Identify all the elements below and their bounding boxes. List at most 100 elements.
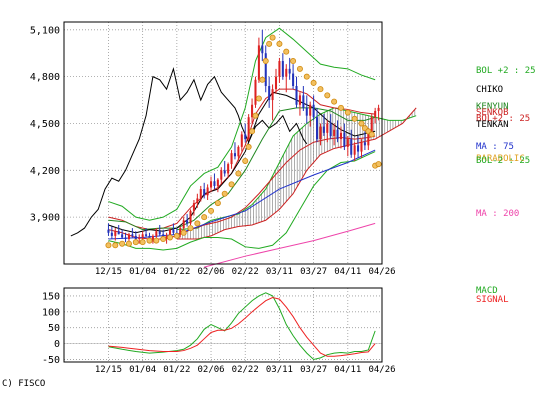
- parabolic-dot: [331, 98, 338, 105]
- candle-body: [141, 234, 144, 238]
- candle-body: [254, 79, 257, 105]
- y-tick-label: 5,100: [30, 25, 60, 36]
- candle-body: [285, 68, 288, 77]
- y-tick-label: 4,500: [30, 119, 60, 130]
- x-tick-label: 01/04: [129, 267, 156, 277]
- candle-body: [274, 76, 278, 90]
- y-tick-label: 3,900: [30, 213, 60, 224]
- candle-body: [213, 181, 216, 186]
- macd-x-axis: 12/15 01/04 01/22 02/06 02/22 03/11 03/27 04/11…: [95, 365, 396, 375]
- candle-body: [131, 234, 134, 236]
- price-panel: 3,900 4,200 4,500 4,800 5,100 12/15 01/04 01/2…: [30, 21, 536, 277]
- series-line-tenkan: [108, 91, 376, 234]
- x-tick-label: 01/22: [163, 267, 190, 277]
- series-line-bol-2-25: [108, 27, 376, 221]
- candle-body: [295, 86, 298, 105]
- parabolic-dot: [276, 40, 283, 47]
- parabolic-dot: [242, 157, 249, 164]
- legend-ma-200: MA : 200: [476, 209, 519, 219]
- candle-body: [206, 187, 209, 196]
- candle-body: [316, 117, 319, 140]
- parabolic-sar-dots: [105, 34, 382, 249]
- parabolic-dot: [187, 225, 194, 232]
- x-tick-label: 03/11: [266, 365, 293, 375]
- parabolic-dot: [214, 200, 221, 207]
- candle-body: [216, 179, 219, 186]
- parabolic-dot: [290, 58, 297, 65]
- candle-body: [189, 210, 192, 224]
- candle-body: [326, 123, 329, 133]
- parabolic-dot: [351, 115, 358, 122]
- candlesticks: [107, 29, 380, 244]
- candle-body: [210, 181, 213, 188]
- candle-body: [138, 237, 141, 240]
- legend-signal: SIGNAL: [476, 295, 509, 305]
- legend-chiko: CHIKO: [476, 85, 503, 95]
- candle-body: [179, 228, 182, 235]
- parabolic-dot: [119, 240, 126, 247]
- parabolic-dot: [235, 170, 242, 177]
- candle-body: [196, 198, 199, 204]
- legend-bol-2-25: BOL+2 : 25: [476, 114, 530, 124]
- legend-tenkan: TENKAN: [476, 120, 509, 130]
- parabolic-dot: [269, 34, 276, 41]
- candle-body: [350, 139, 353, 155]
- price-indicator-lines: [70, 27, 376, 268]
- parabolic-dot: [166, 234, 173, 241]
- candle-body: [257, 45, 260, 80]
- parabolic-dot: [112, 242, 119, 249]
- parabolic-dot: [310, 79, 317, 86]
- candle-body: [186, 220, 189, 224]
- macd-y-axis: -50 0 50 100 150: [42, 291, 60, 366]
- x-tick-label: 03/27: [300, 365, 327, 375]
- parabolic-dot: [245, 143, 252, 150]
- candle-body: [165, 235, 168, 240]
- parabolic-dot: [259, 76, 266, 83]
- series-line-signal: [108, 297, 376, 357]
- parabolic-dot: [324, 92, 331, 99]
- parabolic-dot: [194, 220, 201, 227]
- copyright-text: C) FISCO: [2, 379, 45, 389]
- candle-body: [110, 232, 113, 236]
- candle-body: [271, 89, 274, 101]
- candle-body: [264, 53, 267, 87]
- macd-grid: [64, 288, 383, 362]
- x-tick-label: 04/11: [334, 365, 361, 375]
- legend-ma-75: MA : 75: [476, 142, 514, 152]
- candle-body: [268, 86, 271, 101]
- x-tick-label: 02/22: [232, 267, 259, 277]
- candle-body: [151, 235, 154, 241]
- parabolic-dot: [173, 232, 180, 239]
- candle-body: [247, 117, 250, 140]
- candle-body: [343, 132, 346, 147]
- candle-body: [298, 95, 301, 105]
- candle-body: [322, 126, 325, 133]
- parabolic-dot: [255, 95, 262, 102]
- candle-body: [199, 189, 202, 199]
- candle-body: [370, 117, 373, 132]
- candle-body: [360, 142, 363, 152]
- legend-parabolic: PARABOLIC: [476, 154, 525, 164]
- candle-body: [278, 61, 281, 77]
- x-tick-label: 12/15: [95, 365, 122, 375]
- parabolic-dot: [283, 48, 290, 55]
- candle-body: [223, 170, 226, 174]
- candle-body: [305, 107, 308, 116]
- x-tick-label: 01/22: [163, 365, 190, 375]
- candle-body: [227, 164, 230, 174]
- candle-body: [329, 123, 332, 136]
- candle-body: [182, 220, 185, 229]
- candle-body: [244, 134, 247, 140]
- candle-body: [240, 134, 243, 147]
- candle-body: [114, 231, 117, 236]
- price-x-axis: 12/15 01/04 01/22 02/06 02/22 03/11 03/27 04/11…: [95, 267, 396, 277]
- parabolic-dot: [252, 112, 259, 119]
- x-tick-label: 04/11: [334, 267, 361, 277]
- parabolic-dot: [125, 240, 132, 247]
- series-line-ma-75: [108, 149, 376, 240]
- candle-body: [251, 104, 254, 118]
- parabolic-dot: [296, 65, 303, 72]
- parabolic-dot: [208, 207, 215, 214]
- parabolic-dot: [146, 237, 153, 244]
